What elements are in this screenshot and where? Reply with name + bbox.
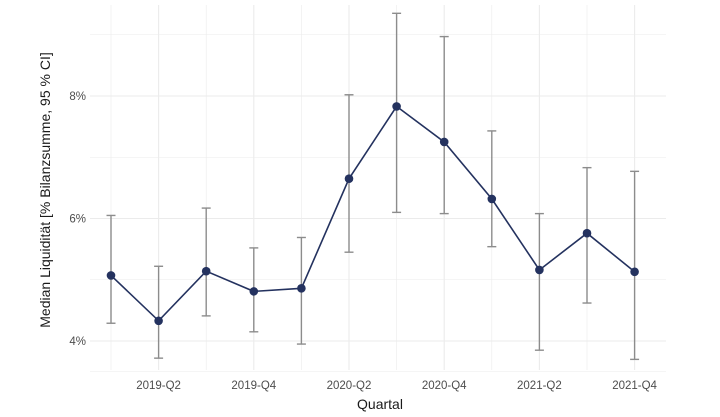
data-point <box>392 102 401 111</box>
x-tick-labels: 2019-Q2 2019-Q4 2020-Q2 2020-Q4 2021-Q2 2021-… <box>136 380 657 392</box>
error-bar <box>106 214 116 324</box>
data-point <box>535 265 544 275</box>
x-tick-label: 2021-Q4 <box>612 380 657 392</box>
grid-major <box>90 5 666 370</box>
data-point <box>630 267 639 277</box>
error-bar <box>154 265 164 359</box>
grid-minor <box>90 5 666 372</box>
error-bar <box>439 35 449 215</box>
data-point <box>582 228 592 238</box>
error-bar <box>201 207 211 317</box>
y-tick-label: 6% <box>69 214 86 226</box>
y-axis-title: Median Liquidität [% Bilanzsumme, 95 % C… <box>37 52 53 327</box>
error-bar <box>344 94 354 253</box>
x-tick-label: 2020-Q4 <box>422 380 467 392</box>
error-bar <box>630 170 640 361</box>
x-tick-label: 2019-Q2 <box>136 380 181 392</box>
data-point <box>487 194 497 204</box>
x-tick-label: 2020-Q2 <box>327 380 372 392</box>
data-point <box>344 174 354 183</box>
error-bar <box>534 212 544 351</box>
series-line-group <box>110 105 636 322</box>
y-tick-label: 8% <box>69 91 86 103</box>
error-bar <box>487 130 497 248</box>
x-axis-title: Quartal <box>357 396 403 412</box>
data-points <box>106 102 639 326</box>
data-point <box>201 266 211 276</box>
data-point <box>106 271 116 280</box>
data-point <box>154 316 163 326</box>
error-bar <box>392 12 402 214</box>
x-tick-label: 2021-Q2 <box>517 380 562 392</box>
data-point <box>249 287 259 296</box>
y-tick-label: 4% <box>69 336 86 348</box>
x-tick-label: 2019-Q4 <box>231 380 276 392</box>
data-point <box>297 284 306 293</box>
series-line <box>110 105 636 322</box>
y-tick-labels: 4% 6% 8% <box>69 91 86 348</box>
error-bars <box>106 12 640 361</box>
data-point <box>439 137 449 147</box>
